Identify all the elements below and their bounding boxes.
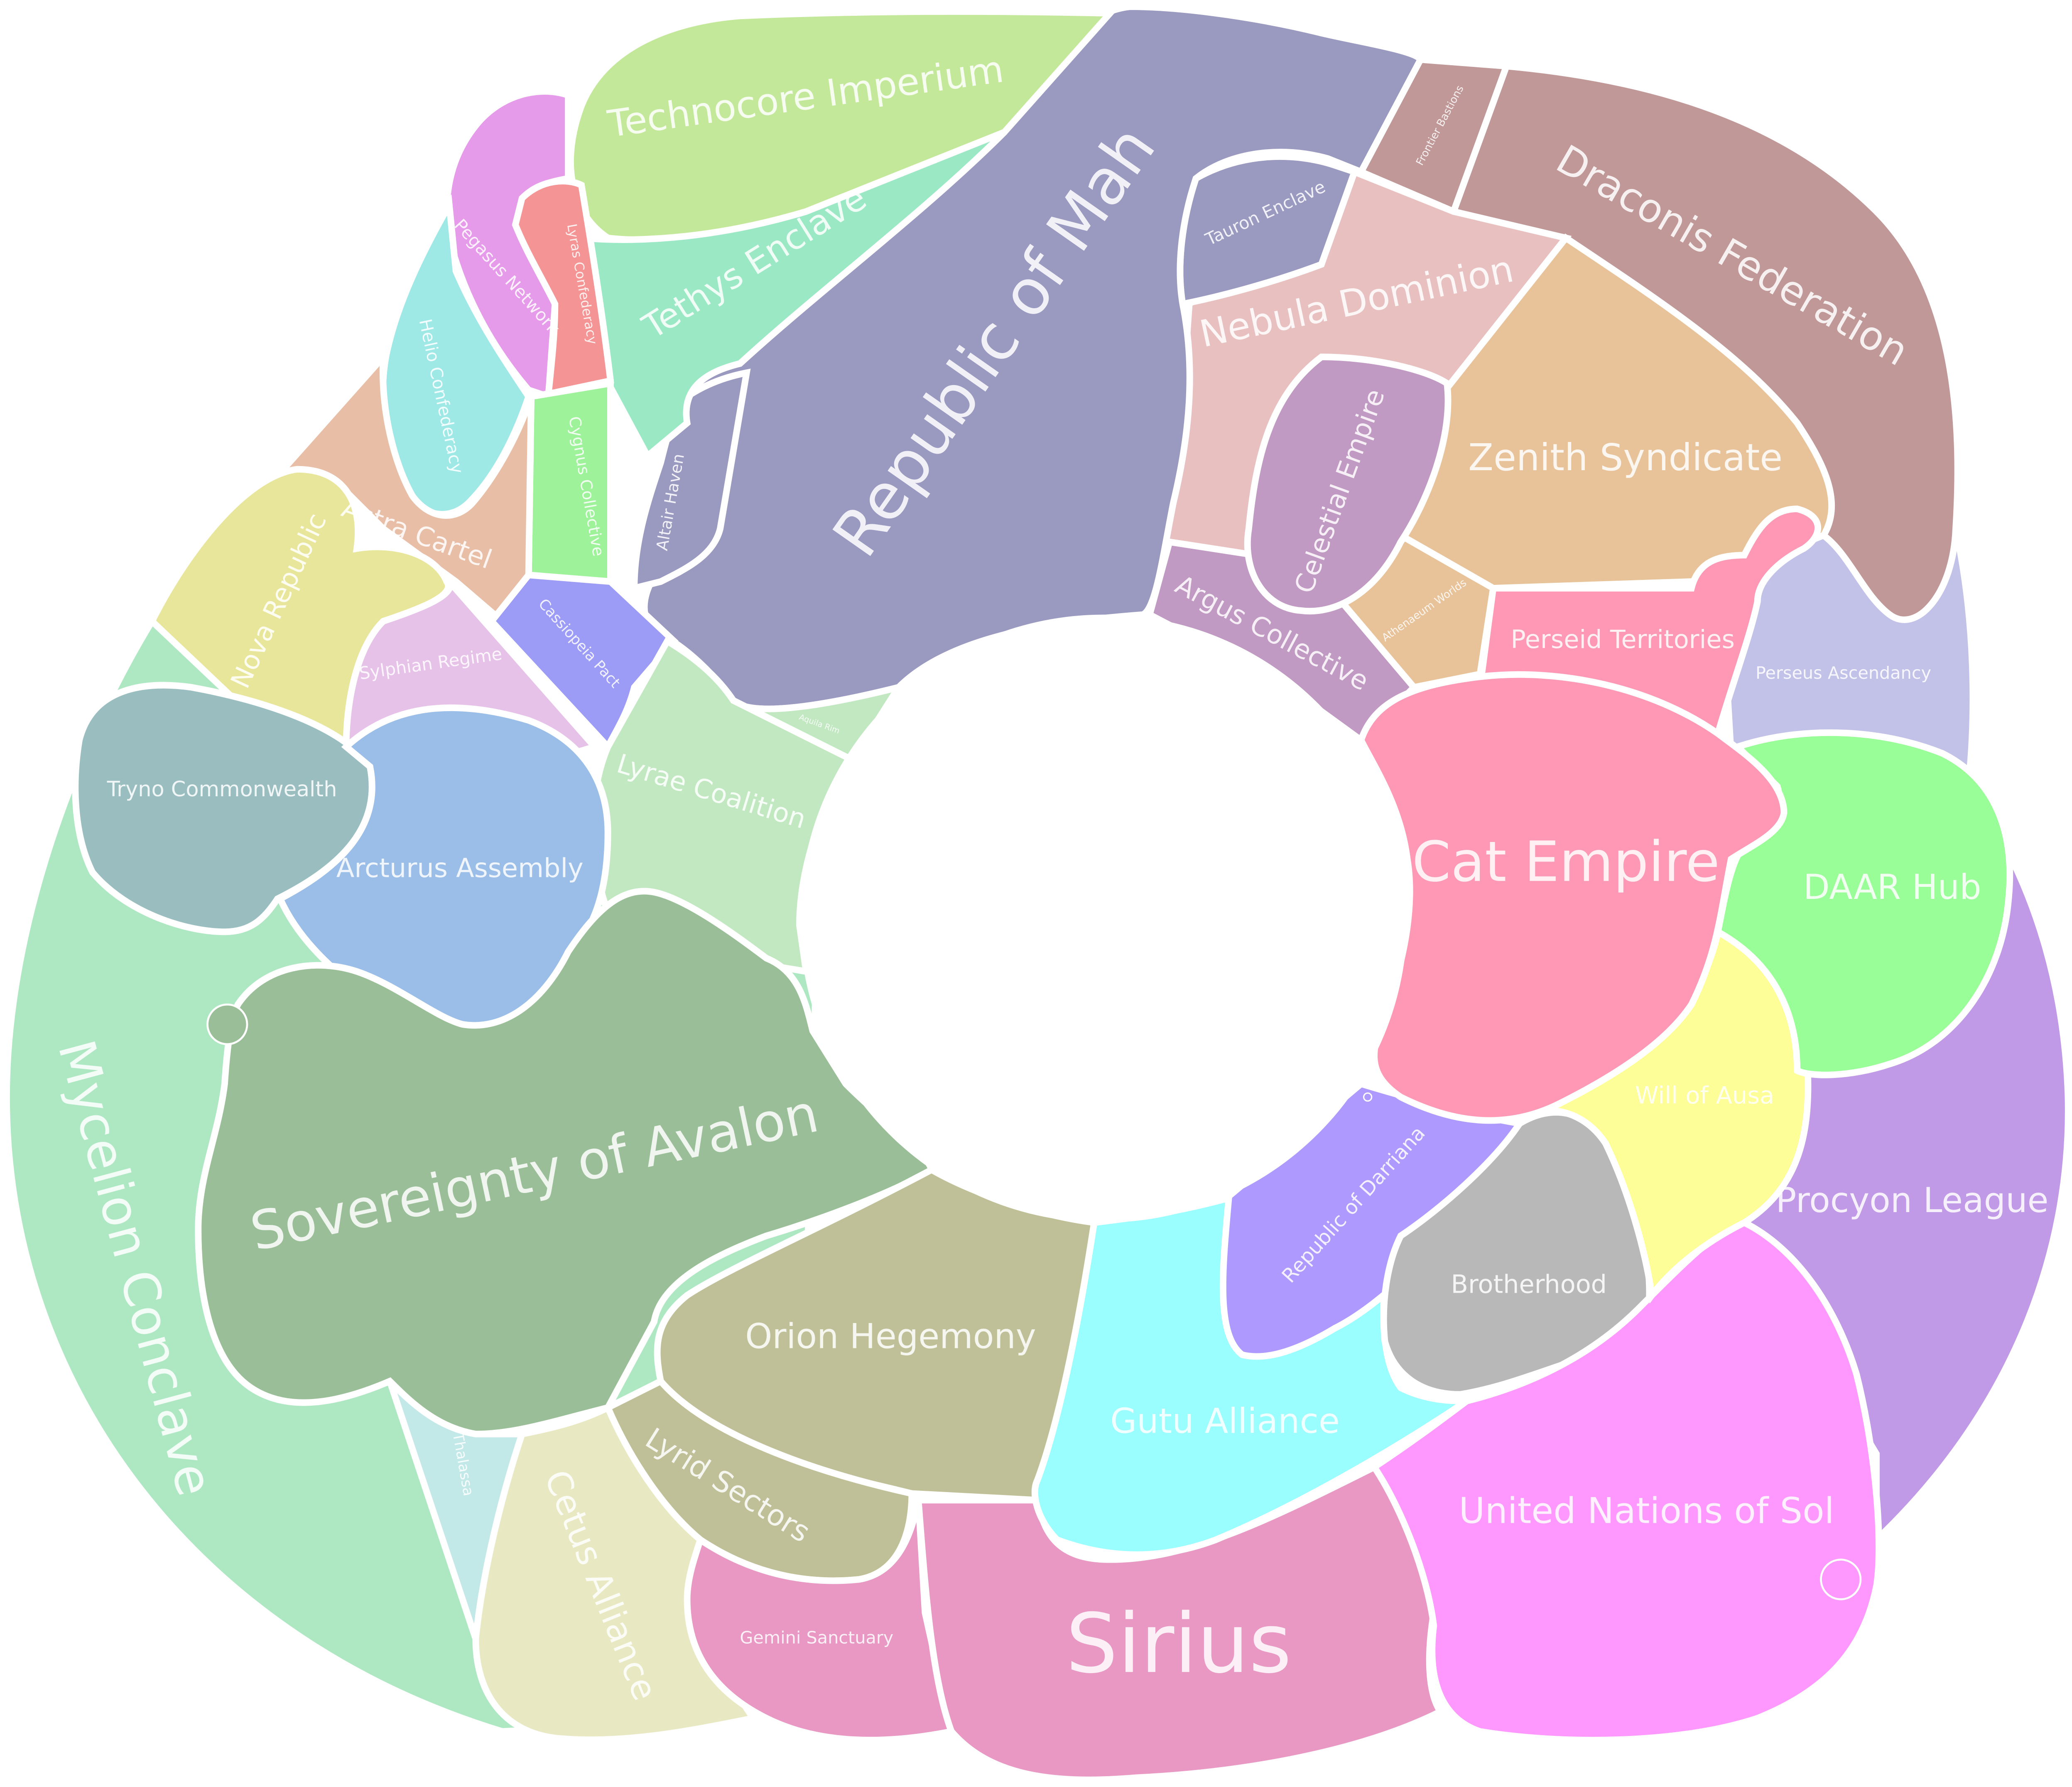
label-sirius: Sirius [1066, 1596, 1292, 1691]
label-gemini-sanctuary: Gemini Sanctuary [740, 1628, 893, 1648]
label-arcturus-assembly: Arcturus Assembly [336, 853, 584, 884]
region-lyras-confederacy[interactable] [512, 178, 614, 398]
region-astra-cartel[interactable] [271, 348, 535, 626]
label-will-of-ausa: Will of Ausa [1635, 1082, 1774, 1110]
small-marker-darriana [1363, 1092, 1373, 1102]
region-zenith-syndicate[interactable] [1397, 233, 1835, 592]
label-daar-hub: DAAR Hub [1803, 867, 1981, 907]
region-celestial-empire[interactable] [1244, 353, 1452, 615]
label-zenith-syndicate: Zenith Syndicate [1468, 436, 1783, 479]
label-perseus-ascendancy: Perseus Ascendancy [1756, 663, 1931, 683]
label-united-nations-of-sol: United Nations of Sol [1459, 1490, 1834, 1532]
region-gemini-sanctuary[interactable] [684, 1499, 956, 1744]
region-sovereignty-of-avalon[interactable] [195, 888, 936, 1438]
label-tryno-commonwealth: Tryno Commonwealth [107, 777, 337, 802]
label-orion-hegemony: Orion Hegemony [745, 1316, 1036, 1357]
label-brotherhood: Brotherhood [1451, 1270, 1607, 1299]
small-enclave-west[interactable] [206, 1003, 248, 1046]
central-void [799, 614, 1407, 1223]
label-gutu-alliance: Gutu Alliance [1110, 1401, 1340, 1441]
label-procyon-league: Procyon League [1775, 1180, 2048, 1220]
label-perseid-territories: Perseid Territories [1510, 625, 1735, 654]
label-cat-empire: Cat Empire [1412, 830, 1720, 894]
small-marker-sol [1820, 1559, 1862, 1600]
region-tethys-enclave[interactable] [577, 129, 1007, 461]
region-cetus-alliance[interactable] [472, 1403, 759, 1743]
